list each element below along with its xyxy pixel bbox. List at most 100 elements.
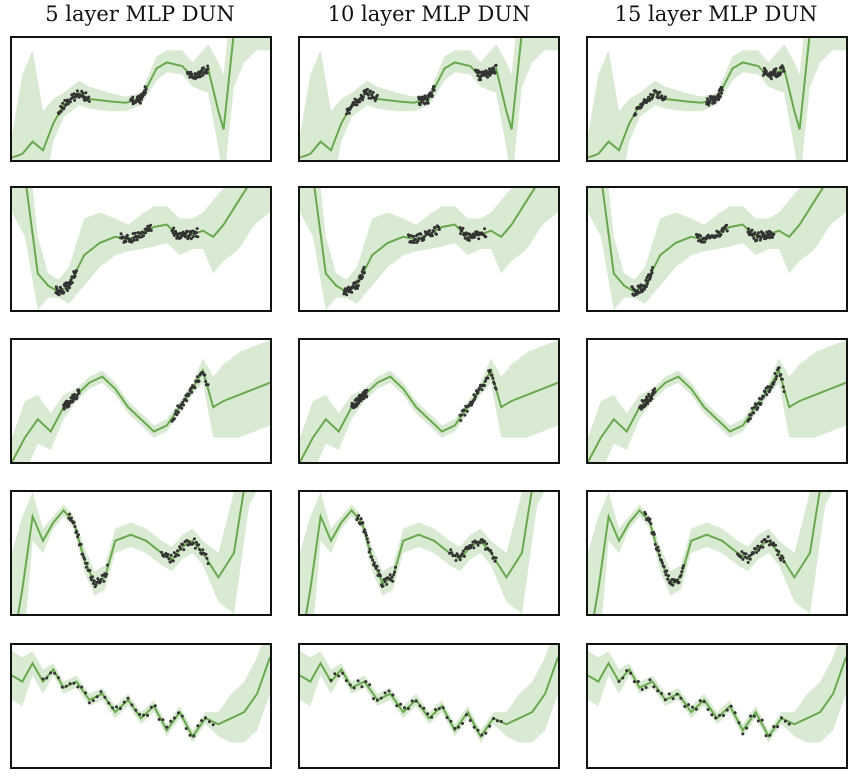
data-point bbox=[87, 95, 91, 99]
data-point bbox=[764, 734, 768, 738]
data-points bbox=[54, 223, 200, 297]
data-point bbox=[499, 720, 503, 723]
data-point bbox=[694, 707, 698, 711]
data-point bbox=[704, 237, 708, 241]
data-point bbox=[359, 399, 363, 403]
data-point bbox=[204, 552, 208, 556]
data-point bbox=[466, 236, 470, 240]
data-point bbox=[637, 291, 641, 295]
data-point bbox=[773, 69, 777, 73]
plot-frame bbox=[586, 643, 848, 769]
data-point bbox=[169, 719, 173, 723]
data-point bbox=[699, 234, 703, 238]
data-point bbox=[190, 390, 194, 394]
data-point bbox=[57, 293, 61, 297]
data-point bbox=[370, 555, 374, 559]
data-point bbox=[473, 397, 477, 401]
data-point bbox=[344, 679, 348, 683]
data-point bbox=[356, 679, 360, 683]
data-point bbox=[781, 66, 785, 70]
data-point bbox=[477, 237, 481, 241]
data-points bbox=[62, 370, 210, 423]
data-point bbox=[363, 271, 366, 275]
data-point bbox=[680, 570, 684, 574]
data-point bbox=[656, 689, 660, 693]
data-point bbox=[470, 543, 474, 547]
data-point bbox=[85, 561, 89, 565]
data-point bbox=[187, 540, 191, 544]
data-point bbox=[59, 109, 63, 113]
data-point bbox=[651, 93, 655, 97]
data-point bbox=[73, 393, 76, 396]
data-point bbox=[350, 290, 354, 294]
data-point bbox=[468, 719, 472, 722]
data-point bbox=[745, 556, 749, 560]
data-point bbox=[645, 282, 649, 286]
data-point bbox=[432, 88, 436, 92]
data-point bbox=[161, 718, 165, 722]
data-point bbox=[752, 714, 756, 718]
data-point bbox=[62, 106, 66, 110]
data-point bbox=[200, 719, 204, 723]
data-point bbox=[463, 236, 467, 240]
data-point bbox=[703, 240, 707, 244]
data-point bbox=[347, 285, 351, 289]
data-point bbox=[469, 546, 473, 550]
data-point bbox=[181, 543, 185, 546]
subplot-r2-c3 bbox=[586, 186, 848, 312]
data-point bbox=[68, 286, 71, 290]
data-point bbox=[76, 685, 80, 689]
data-point bbox=[195, 375, 199, 379]
data-point bbox=[782, 69, 786, 73]
data-point bbox=[146, 713, 149, 717]
data-point bbox=[383, 580, 387, 583]
data-point bbox=[379, 574, 382, 578]
data-point bbox=[160, 550, 164, 554]
data-point bbox=[430, 715, 434, 719]
data-point bbox=[87, 100, 91, 103]
data-point bbox=[418, 704, 422, 708]
data-point bbox=[660, 692, 663, 695]
mean-line bbox=[11, 36, 235, 159]
data-point bbox=[374, 97, 378, 100]
data-point bbox=[776, 553, 780, 557]
data-point bbox=[75, 89, 79, 93]
data-point bbox=[720, 88, 724, 92]
data-point bbox=[755, 238, 759, 242]
data-point bbox=[417, 237, 421, 240]
data-point bbox=[192, 537, 196, 541]
data-point bbox=[185, 229, 189, 233]
data-point bbox=[725, 708, 729, 712]
data-point bbox=[87, 701, 91, 705]
data-point bbox=[414, 699, 418, 703]
data-point bbox=[211, 723, 215, 727]
data-point bbox=[392, 573, 396, 577]
data-point bbox=[62, 290, 66, 294]
plot-frame bbox=[586, 490, 848, 616]
data-point bbox=[765, 393, 769, 397]
data-point bbox=[175, 413, 179, 417]
data-point bbox=[771, 235, 775, 239]
data-point bbox=[760, 397, 764, 401]
data-point bbox=[463, 413, 467, 417]
column-title-5-layer: 5 layer MLP DUN bbox=[45, 2, 235, 26]
data-point bbox=[654, 90, 658, 94]
data-point bbox=[492, 717, 495, 720]
data-point bbox=[433, 226, 437, 230]
data-point bbox=[105, 572, 109, 576]
data-point bbox=[754, 403, 758, 407]
data-point bbox=[429, 91, 433, 95]
data-point bbox=[781, 385, 785, 389]
data-point bbox=[371, 90, 375, 94]
column-title-10-layer: 10 layer MLP DUN bbox=[327, 2, 531, 26]
data-point bbox=[472, 725, 476, 729]
data-point bbox=[379, 696, 383, 700]
data-point bbox=[660, 94, 664, 98]
data-point bbox=[719, 233, 723, 237]
data-point bbox=[196, 724, 200, 728]
data-point bbox=[761, 545, 765, 549]
data-point bbox=[368, 89, 372, 93]
data-point bbox=[776, 725, 780, 729]
data-point bbox=[66, 102, 70, 106]
data-point bbox=[69, 396, 73, 400]
